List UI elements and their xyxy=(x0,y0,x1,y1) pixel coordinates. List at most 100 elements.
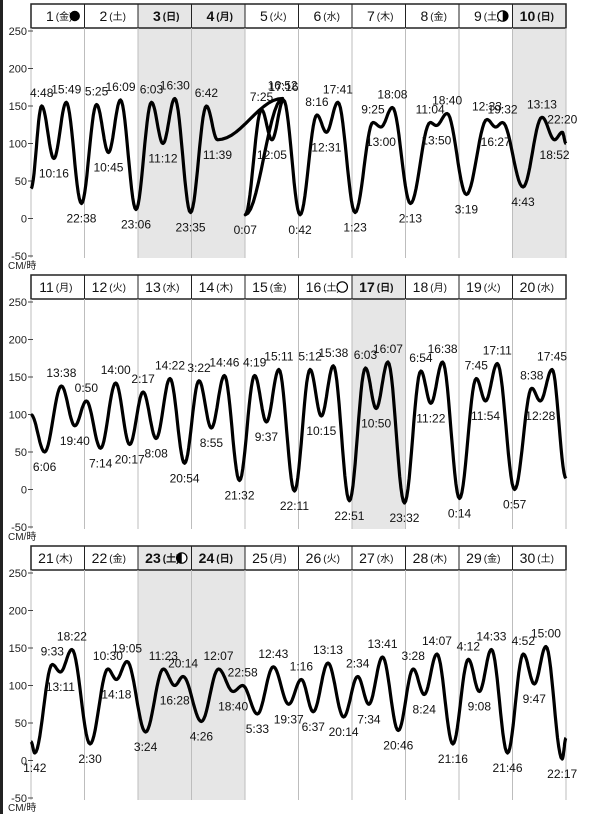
day-number: 20 xyxy=(520,279,536,295)
tide-curve xyxy=(30,360,568,505)
high-tide-label: 6:54 xyxy=(409,351,433,365)
low-tide-label: 11:12 xyxy=(148,152,177,166)
low-tide-label: 13:11 xyxy=(46,680,75,694)
high-tide-label: 0:50 xyxy=(75,381,99,395)
day-number: 19 xyxy=(466,279,482,295)
moon-half-shade xyxy=(176,552,182,564)
day-of-week: (月) xyxy=(216,11,233,23)
low-tide-label: 18:40 xyxy=(218,700,248,714)
day-of-week: (水) xyxy=(537,282,554,294)
high-tide-label: 11:04 xyxy=(416,103,445,117)
day-number: 3 xyxy=(153,8,161,24)
low-tide-label: 1:42 xyxy=(23,761,47,775)
low-tide-label: 23:35 xyxy=(176,221,206,235)
day-of-week: (火) xyxy=(109,282,126,294)
day-of-week: (金) xyxy=(109,552,126,565)
day-of-week: (日) xyxy=(163,11,180,23)
low-tide-label: 22:38 xyxy=(66,212,96,226)
day-of-week: (土) xyxy=(537,552,554,565)
day-number: 4 xyxy=(206,8,214,24)
high-tide-label: 6:03 xyxy=(140,82,164,96)
day-number: 25 xyxy=(252,550,268,566)
high-tide-label: 19:32 xyxy=(488,103,518,117)
high-tide-label: 13:13 xyxy=(527,97,557,111)
low-tide-label: 4:26 xyxy=(190,730,214,744)
low-tide-label: 12:28 xyxy=(525,409,555,423)
high-tide-label: 4:12 xyxy=(457,639,481,653)
unit-label: CM/時 xyxy=(8,531,36,543)
low-tide-label: 22:51 xyxy=(334,509,364,523)
low-tide-label: 20:46 xyxy=(383,739,413,753)
y-tick-label: 200 xyxy=(9,64,27,76)
low-tide-label: 0:57 xyxy=(503,498,527,512)
new-moon-icon xyxy=(69,10,80,22)
high-tide-label: 16:52 xyxy=(268,79,298,93)
tide-curve xyxy=(29,96,568,217)
day-number: 29 xyxy=(466,550,482,566)
y-tick-label: 200 xyxy=(9,335,27,347)
day-number: 16 xyxy=(306,279,322,295)
high-tide-label: 15:49 xyxy=(51,82,81,96)
day-of-week: (水) xyxy=(377,553,394,565)
high-tide-label: 16:07 xyxy=(373,342,403,356)
low-tide-label: 21:16 xyxy=(438,752,468,766)
y-tick-label: -50 xyxy=(11,251,27,263)
high-tide-label: 7:45 xyxy=(465,359,489,373)
high-tide-label: 3:28 xyxy=(402,649,426,663)
low-tide-label: 19:40 xyxy=(60,434,90,448)
low-tide-label: 0:07 xyxy=(234,223,258,237)
low-tide-label: 19:37 xyxy=(274,712,304,726)
low-tide-label: 8:08 xyxy=(144,447,168,461)
high-tide-label: 5:12 xyxy=(298,350,322,364)
high-tide-label: 22:58 xyxy=(228,666,258,680)
low-tide-label: 0:14 xyxy=(448,507,472,521)
low-tide-label: 2:13 xyxy=(399,212,423,226)
panel-3: 21 (木) 22 (金) 23 (土) 24 (日) 25 (月) 26 (火) 27 (水) 28 (木)… xyxy=(8,545,578,814)
high-tide-label: 2:17 xyxy=(131,372,155,386)
high-tide-label: 17:41 xyxy=(323,82,353,96)
day-number: 30 xyxy=(520,550,536,566)
low-tide-label: 9:08 xyxy=(468,700,492,714)
high-tide-label: 18:40 xyxy=(432,94,462,108)
high-tide-label: 17:45 xyxy=(537,350,567,364)
panel-2: 11 (月) 12 (火) 13 (水) 14 (木) 15 (金) 16 (土) 17 (日) 18 (月)… xyxy=(8,274,568,543)
low-tide-label: 2:30 xyxy=(78,752,102,766)
low-tide-label: 12:31 xyxy=(311,140,341,154)
high-tide-label: 14:33 xyxy=(476,630,506,644)
low-tide-label: 3:19 xyxy=(455,203,479,217)
day-of-week: (金) xyxy=(270,281,287,294)
full-moon-icon xyxy=(336,281,349,293)
low-tide-label: 20:54 xyxy=(170,471,200,485)
high-tide-label: 16:09 xyxy=(105,80,135,94)
day-of-week: (火) xyxy=(484,282,501,294)
day-of-week: (火) xyxy=(270,11,287,23)
day-number: 1 xyxy=(46,8,54,24)
high-tide-label: 18:08 xyxy=(377,88,407,102)
low-tide-label: 4:43 xyxy=(511,195,535,209)
high-tide-label: 20:14 xyxy=(168,657,198,671)
tide-curve xyxy=(29,644,568,761)
day-number: 12 xyxy=(92,279,108,295)
day-of-week: (金) xyxy=(484,552,501,565)
y-tick-label: -50 xyxy=(11,793,27,805)
day-number: 18 xyxy=(413,279,429,295)
low-tide-label: 21:46 xyxy=(493,761,523,775)
day-number: 22 xyxy=(92,550,108,566)
y-tick-label: 0 xyxy=(21,756,27,768)
day-of-week: (日) xyxy=(537,11,554,23)
day-of-week: (月) xyxy=(270,553,287,565)
high-tide-label: 7:25 xyxy=(250,90,274,104)
high-tide-label: 13:13 xyxy=(313,643,343,657)
high-tide-label: 15:00 xyxy=(531,627,561,641)
high-tide-label: 4:48 xyxy=(30,86,54,100)
low-tide-label: 8:24 xyxy=(413,703,437,717)
day-of-week: (月) xyxy=(56,282,73,294)
day-number: 21 xyxy=(38,550,54,566)
day-number: 8 xyxy=(420,8,428,24)
high-tide-label: 10:30 xyxy=(93,649,123,663)
y-tick-label: 150 xyxy=(9,643,27,655)
high-tide-label: 14:22 xyxy=(155,359,185,373)
high-tide-label: 16:30 xyxy=(160,79,190,93)
day-of-week: (月) xyxy=(430,282,447,294)
